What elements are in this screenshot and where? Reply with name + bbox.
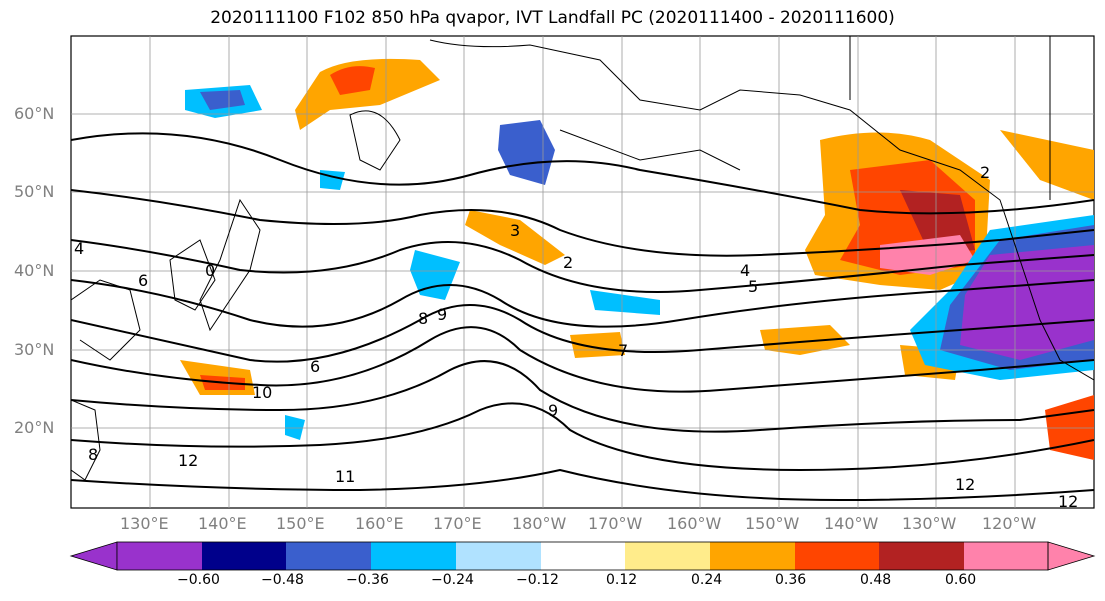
colorbar-tick: 0.12 bbox=[606, 572, 638, 588]
lon-label-170e: 170°E bbox=[433, 514, 482, 533]
lon-label-180w: 180°W bbox=[512, 514, 567, 533]
colorbar-tick: 0.36 bbox=[775, 572, 807, 588]
colorbar-tick: −0.36 bbox=[346, 572, 389, 588]
lat-label-40n: 40°N bbox=[14, 261, 55, 280]
colorbar-tick: −0.24 bbox=[431, 572, 474, 588]
lon-label-120w: 120°W bbox=[982, 514, 1037, 533]
lon-label-130e: 130°E bbox=[120, 514, 169, 533]
ivt-contours bbox=[71, 132, 1094, 502]
colorbar-tick: 0.60 bbox=[945, 572, 977, 588]
lat-label-30n: 30°N bbox=[14, 340, 55, 359]
map-title: 2020111100 F102 850 hPa qvapor, IVT Land… bbox=[210, 8, 895, 28]
lon-label-160e: 160°E bbox=[355, 514, 404, 533]
negative-anomaly-shading bbox=[185, 85, 1094, 440]
colorbar-tick: 0.48 bbox=[860, 572, 892, 588]
lon-label-160w: 160°W bbox=[667, 514, 722, 533]
lon-label-140e: 140°E bbox=[198, 514, 247, 533]
lon-label-150w: 150°W bbox=[745, 514, 800, 533]
lat-label-50n: 50°N bbox=[14, 182, 55, 201]
lat-label-20n: 20°N bbox=[14, 418, 55, 437]
lon-label-140w: 140°W bbox=[824, 514, 879, 533]
lon-label-130w: 130°W bbox=[902, 514, 957, 533]
colorbar-tick: 0.24 bbox=[691, 572, 723, 588]
colorbar bbox=[69, 541, 1096, 571]
colorbar-tick: −0.60 bbox=[177, 572, 220, 588]
lat-label-60n: 60°N bbox=[14, 104, 55, 123]
colorbar-tick: −0.12 bbox=[516, 572, 559, 588]
lon-label-170w: 170°W bbox=[588, 514, 643, 533]
positive-anomaly-shading bbox=[180, 58, 1094, 460]
lon-label-150e: 150°E bbox=[276, 514, 325, 533]
colorbar-tick: −0.48 bbox=[261, 572, 304, 588]
